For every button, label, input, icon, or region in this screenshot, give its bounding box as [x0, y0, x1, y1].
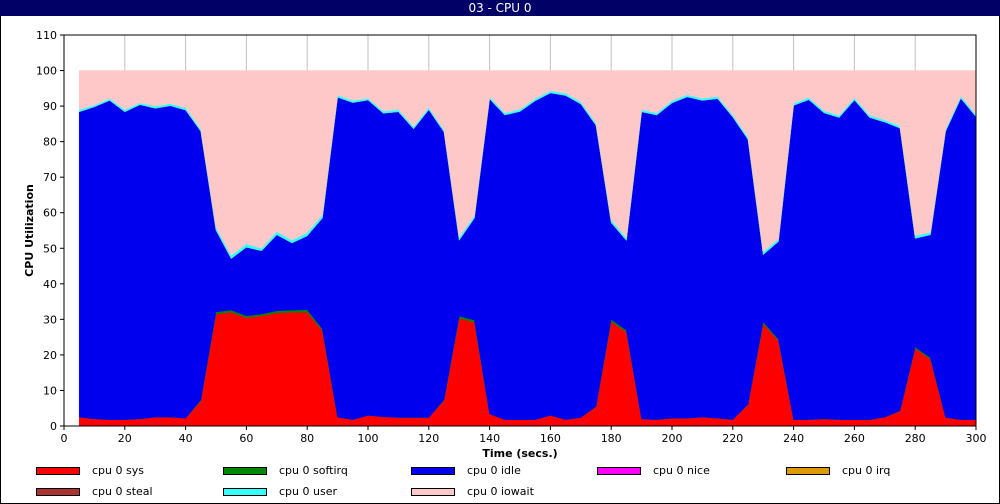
x-tick-label-6: 120 — [418, 432, 439, 445]
legend-item-cpu-0-steal: cpu 0 steal — [36, 485, 153, 499]
y-tick-label-5: 50 — [43, 242, 57, 255]
y-tick-label-1: 10 — [43, 384, 57, 397]
y-tick-label-7: 70 — [43, 171, 57, 184]
y-tick-label-6: 60 — [43, 207, 57, 220]
y-tick-label-2: 20 — [43, 349, 57, 362]
legend-label: cpu 0 idle — [467, 464, 521, 477]
x-tick-label-11: 220 — [722, 432, 743, 445]
y-tick-label-8: 80 — [43, 136, 57, 149]
x-axis-label: Time (secs.) — [482, 447, 557, 460]
legend-swatch — [223, 488, 267, 496]
x-tick-label-14: 280 — [905, 432, 926, 445]
legend-swatch — [411, 467, 455, 475]
legend-swatch — [223, 467, 267, 475]
y-tick-label-0: 0 — [50, 420, 57, 433]
legend-label: cpu 0 steal — [92, 485, 153, 498]
legend-item-cpu-0-irq: cpu 0 irq — [786, 464, 890, 478]
legend-label: cpu 0 irq — [842, 464, 891, 477]
x-tick-label-8: 160 — [540, 432, 561, 445]
legend-label: cpu 0 nice — [653, 464, 710, 477]
legend-swatch — [36, 467, 80, 475]
legend-swatch — [597, 467, 641, 475]
legend-label: cpu 0 user — [279, 485, 337, 498]
y-tick-label-11: 110 — [36, 29, 57, 42]
legend-item-cpu-0-iowait: cpu 0 iowait — [411, 485, 534, 499]
x-tick-label-5: 100 — [358, 432, 379, 445]
legend-label: cpu 0 softirq — [279, 464, 348, 477]
legend-item-cpu-0-nice: cpu 0 nice — [597, 464, 710, 478]
window-title: 03 - CPU 0 — [0, 0, 1000, 16]
x-tick-label-3: 60 — [239, 432, 253, 445]
x-tick-label-0: 0 — [61, 432, 68, 445]
x-tick-label-7: 140 — [479, 432, 500, 445]
legend-label: cpu 0 sys — [92, 464, 144, 477]
x-tick-label-4: 80 — [300, 432, 314, 445]
legend-item-cpu-0-sys: cpu 0 sys — [36, 464, 144, 478]
chart-legend: cpu 0 sys cpu 0 softirq cpu 0 idle cpu 0 ni… — [0, 462, 1000, 502]
x-tick-label-2: 40 — [179, 432, 193, 445]
y-tick-label-3: 30 — [43, 313, 57, 326]
x-tick-label-1: 20 — [118, 432, 132, 445]
legend-item-cpu-0-idle: cpu 0 idle — [411, 464, 521, 478]
legend-label: cpu 0 iowait — [467, 485, 534, 498]
x-tick-label-13: 260 — [844, 432, 865, 445]
x-tick-label-9: 180 — [601, 432, 622, 445]
plot-border — [63, 34, 977, 427]
legend-swatch — [36, 488, 80, 496]
legend-swatch — [411, 488, 455, 496]
y-tick-label-9: 90 — [43, 100, 57, 113]
legend-swatch — [786, 467, 830, 475]
y-axis-label: CPU Utilization — [23, 184, 36, 277]
x-tick-label-12: 240 — [783, 432, 804, 445]
x-tick-label-10: 200 — [662, 432, 683, 445]
legend-item-cpu-0-softirq: cpu 0 softirq — [223, 464, 348, 478]
cpu-utilization-chart: 0 10 20 30 40 50 60 70 80 90 100 110 0 20 40 60 80 100 120… — [23, 29, 987, 460]
y-tick-label-10: 100 — [36, 65, 57, 78]
y-tick-label-4: 40 — [43, 278, 57, 291]
x-tick-label-15: 300 — [966, 432, 987, 445]
legend-item-cpu-0-user: cpu 0 user — [223, 485, 337, 499]
